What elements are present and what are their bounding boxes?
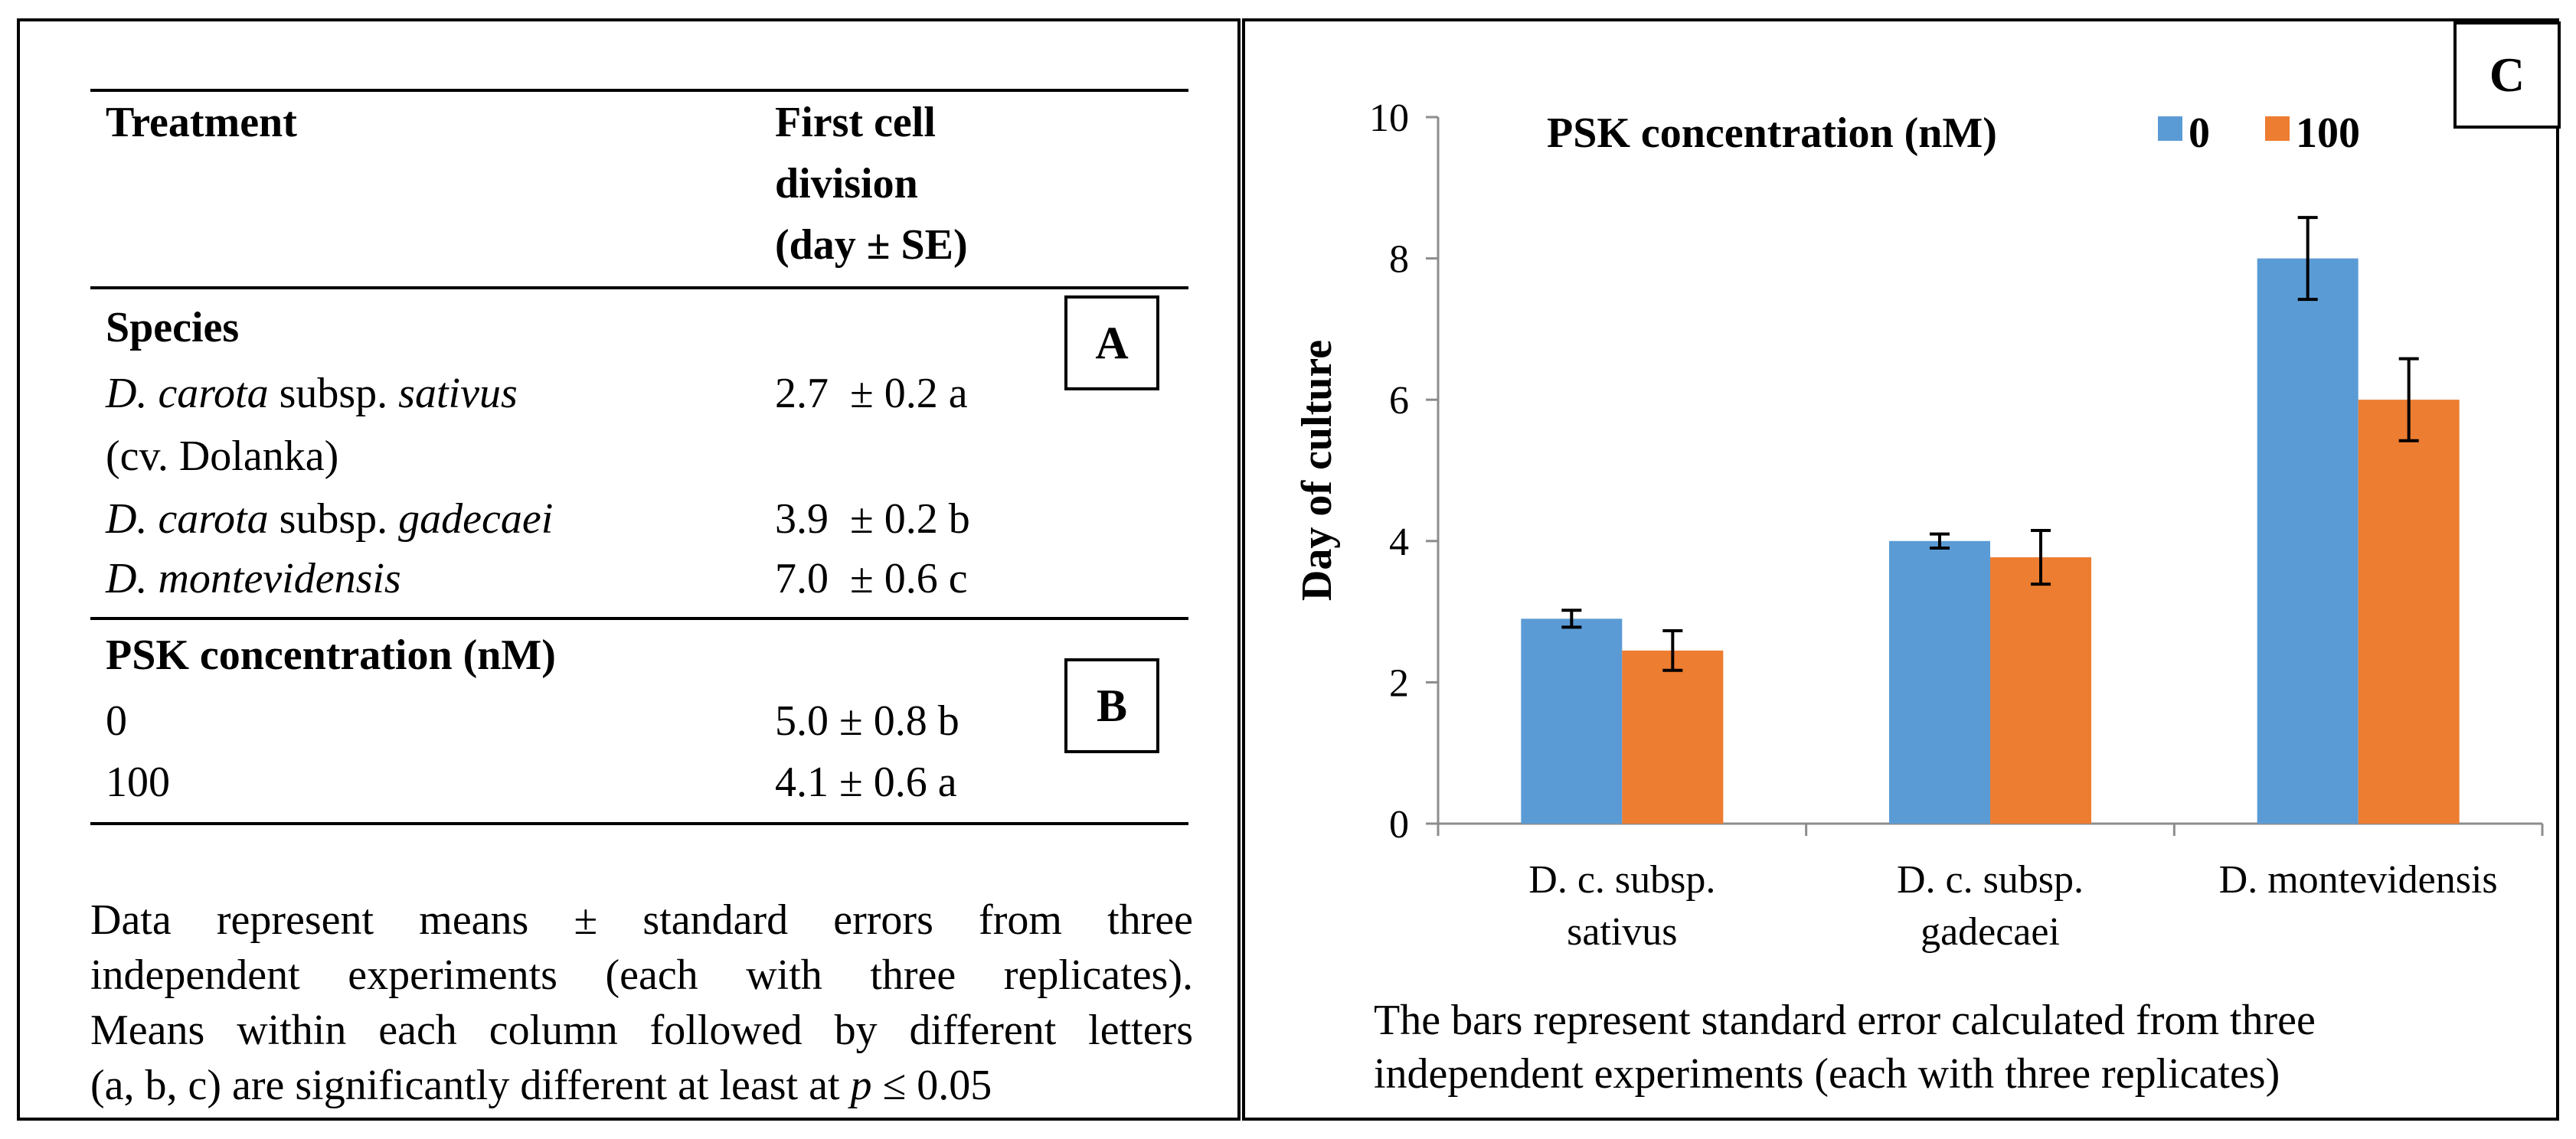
footnote-line-3: Means within each column followed by dif… <box>90 1007 1193 1054</box>
psk-section-title: PSK concentration (nM) <box>106 632 556 679</box>
chart-caption-line-1: The bars represent standard error calcul… <box>1374 997 2316 1044</box>
footnote-line-2: independent experiments (each with three… <box>90 951 1193 999</box>
y-tick-label: 10 <box>1369 96 1409 140</box>
psk-value-0: 5.0 ± 0.8 b <box>775 697 959 745</box>
bar-series-0-cat-0 <box>1521 618 1623 824</box>
label-a: A <box>1064 295 1159 390</box>
label-b: B <box>1064 658 1159 753</box>
species-value-sativus: 2.7 ± 0.2 a <box>775 370 968 417</box>
bar-series-0-cat-2 <box>2257 258 2359 824</box>
footnote-line-4: (a, b, c) are significantly different at… <box>90 1062 992 1109</box>
col-header-division-3: (day ± SE) <box>775 221 968 269</box>
bar-series-100-cat-1 <box>1990 557 2091 824</box>
table-panel: Treatment First cell division (day ± SE)… <box>17 18 1241 1121</box>
species-cultivar: (cv. Dolanka) <box>106 432 339 480</box>
y-tick-label: 0 <box>1389 803 1409 847</box>
x-category-label: gadecaei <box>1921 910 2060 954</box>
bar-series-0-cat-1 <box>1889 540 1990 824</box>
species-rule <box>90 617 1188 620</box>
legend-title: PSK concentration (nM) <box>1547 109 1997 157</box>
legend-label-100: 100 <box>2296 109 2360 157</box>
y-tick-label: 6 <box>1389 379 1409 423</box>
species-name-gadecaei: D. carota subsp. gadecaei <box>106 495 554 543</box>
legend-label-0: 0 <box>2189 109 2210 157</box>
legend-swatch-100 <box>2265 116 2290 141</box>
legend-swatch-0 <box>2158 116 2182 141</box>
chart-panel: 0 2 4 6 8 10 Day of culture D. c. subsp. sativus… <box>1242 18 2561 1121</box>
x-category-label: D. montevidensis <box>2219 858 2498 902</box>
col-header-division-1: First cell <box>775 99 936 146</box>
bar-chart: 0 2 4 6 8 10 Day of culture D. c. subsp. sativus… <box>1293 96 2544 954</box>
col-header-treatment: Treatment <box>106 99 297 146</box>
x-category-label: D. c. subsp. <box>1897 858 2084 902</box>
species-section-title: Species <box>106 304 240 351</box>
species-value-gadecaei: 3.9 ± 0.2 b <box>775 495 970 543</box>
species-value-montevidensis: 7.0 ± 0.6 c <box>775 555 968 602</box>
bar-series-100-cat-0 <box>1622 650 1724 824</box>
species-name-sativus: D. carota subsp. sativus <box>106 370 518 417</box>
table-top-rule <box>90 89 1188 92</box>
table-footnote: Data represent means ± standard errors f… <box>90 893 1193 1113</box>
x-category-label: sativus <box>1567 910 1677 954</box>
y-tick-label: 2 <box>1389 661 1409 705</box>
chart-caption: The bars represent standard error calcul… <box>1374 994 2316 1101</box>
chart-caption-line-2: independent experiments (each with three… <box>1374 1050 2280 1098</box>
col-header-division-2: division <box>775 160 918 207</box>
table-bottom-rule <box>90 822 1188 825</box>
header-rule <box>90 286 1188 289</box>
psk-name-100: 100 <box>106 759 170 806</box>
label-c: C <box>2453 21 2561 129</box>
y-tick-label: 8 <box>1389 238 1409 282</box>
footnote-line-1: Data represent means ± standard errors f… <box>90 896 1193 944</box>
psk-name-0: 0 <box>106 697 127 745</box>
y-axis-title: Day of culture <box>1293 340 1341 601</box>
x-category-label: D. c. subsp. <box>1528 858 1715 902</box>
psk-value-100: 4.1 ± 0.6 a <box>775 759 957 806</box>
species-name-montevidensis: D. montevidensis <box>106 555 401 602</box>
bar-series-100-cat-2 <box>2358 400 2460 824</box>
y-tick-label: 4 <box>1389 521 1409 564</box>
